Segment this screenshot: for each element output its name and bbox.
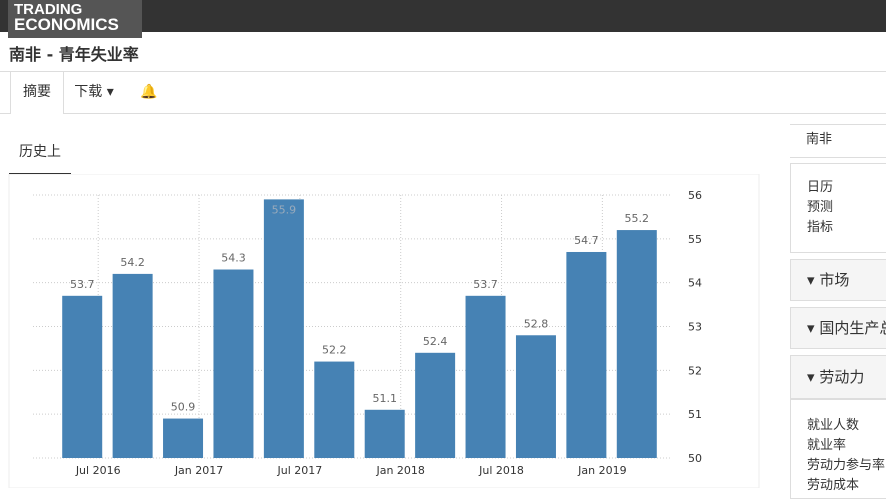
subtab[interactable]: 历史上 [9,140,71,175]
side-link[interactable]: 劳动成本 [807,478,860,493]
side-section[interactable]: ▾ 国内生产总值 [790,307,886,349]
bar [112,273,153,458]
side-section[interactable]: ▾ 劳动力 [790,355,886,399]
side-link[interactable]: 就业人数 [807,418,860,433]
tab[interactable]: 下载 ▾ [74,84,114,100]
tab[interactable]: 摘要 [10,72,64,114]
bar [616,230,657,458]
data-label: 52.8 [524,317,549,330]
side-links: 日历 预测 指标 [790,163,886,253]
y-tick-label: 53 [688,321,702,334]
data-label: 52.2 [322,344,347,357]
bell-icon[interactable]: 🔔 [140,84,158,100]
data-label: 50.9 [171,401,196,414]
section-label: 劳动力 [819,368,865,386]
page-title: 南非 - 青年失业率 [9,45,139,64]
bar [314,361,355,458]
side-links: 就业人数 就业率 劳动力参与率 劳动成本 [790,399,886,499]
logo[interactable]: TRADING ECONOMICS [8,0,142,38]
section-label: 国内生产总值 [819,319,886,337]
x-tick-label: Jul 2018 [478,464,524,477]
bar [364,409,405,458]
x-tick-label: Jan 2019 [577,464,626,477]
side-link[interactable]: 就业率 [807,438,847,453]
data-label: 54.7 [574,234,599,247]
data-label: 54.2 [120,256,145,269]
data-label: 55.2 [625,212,650,225]
bar [415,352,456,458]
side-link[interactable]: 指标 [807,220,834,235]
bar [566,251,607,458]
data-label: 53.7 [70,278,95,291]
side-section[interactable]: ▾ 市场 [790,259,886,301]
top-bar: TRADING ECONOMICS [0,0,886,38]
y-tick-label: 54 [688,277,702,290]
section-label: 市场 [819,271,850,289]
bar [465,295,506,458]
bar [515,335,556,458]
y-tick-label: 55 [688,233,702,246]
bar [163,418,204,458]
y-tick-label: 52 [688,364,702,377]
x-tick-label: Jan 2017 [174,464,223,477]
tab-bar: 摘要 下载 ▾ 🔔 [0,71,886,114]
y-tick-label: 56 [688,189,702,202]
data-label: 55.9 [272,203,297,216]
data-label: 54.3 [221,252,246,265]
data-label: 52.4 [423,335,448,348]
bar [263,199,304,458]
side-link[interactable]: 日历 [807,180,834,195]
x-tick-label: Jul 2016 [75,464,121,477]
x-tick-label: Jan 2018 [375,464,424,477]
side-link[interactable]: 劳动力参与率 [807,458,886,473]
x-tick-label: Jul 2017 [276,464,322,477]
data-label: 51.1 [372,392,397,405]
data-label: 53.7 [473,278,498,291]
logo-text: TRADING [14,1,83,18]
side-link[interactable]: 预测 [807,200,834,215]
bar [62,295,103,458]
tab-label: 下载 [74,84,103,100]
side-country[interactable]: 南非 [790,124,886,158]
chart: 50 51 52 53 54 55 56 Jul 2016 Jan 2017 Jul 2017 Ja… [8,174,760,488]
y-tick-label: 51 [688,408,702,421]
y-tick-label: 50 [688,452,702,465]
logo-text: ECONOMICS [14,15,119,34]
bar [213,269,254,458]
